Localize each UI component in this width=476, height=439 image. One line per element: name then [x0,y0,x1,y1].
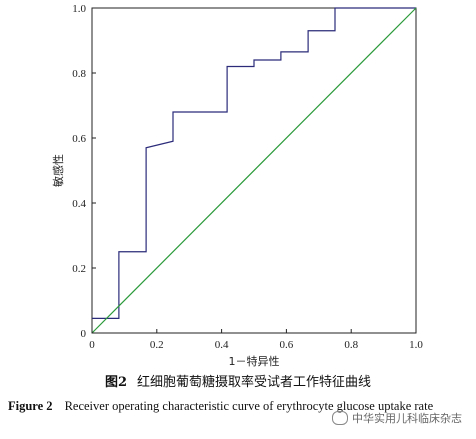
wechat-icon [332,411,348,425]
y-axis: 0 0.2 0.4 0.6 0.8 1.0 [72,3,96,340]
figure-number-en: Figure 2 [8,399,53,413]
plot-area [91,7,417,334]
plot-frame [91,7,417,334]
y-tick-label: 0.8 [72,68,86,80]
figure-number-cn: 图2 [104,375,128,390]
y-tick-label: 0.4 [72,198,86,210]
x-axis: 0 0.2 0.4 0.6 0.8 1.0 [89,329,423,351]
y-axis-label: 敏感性 [51,154,65,187]
watermark: 中华实用儿科临床杂志 [332,410,462,426]
roc-curve-line [92,7,416,319]
x-tick-label: 0.4 [215,339,229,351]
watermark-text: 中华实用儿科临床杂志 [352,412,462,425]
y-tick-label: 0 [81,328,87,340]
x-tick-label: 0.6 [280,339,294,351]
x-tick-label: 1.0 [409,339,423,351]
figure-caption-en: Figure 2 Receiver operating characteristi… [8,396,470,416]
x-tick-label: 0.8 [344,339,358,351]
caption-text-cn: 红细胞葡萄糖摄取率受试者工作特征曲线 [137,375,372,390]
x-tick-label: 0.2 [150,339,164,351]
y-tick-label: 0.6 [72,133,86,145]
y-tick-label: 1.0 [72,3,86,15]
caption-text-en: Receiver operating characteristic curve … [64,399,434,413]
figure-caption-cn: 图2 红细胞葡萄糖摄取率受试者工作特征曲线 [0,371,476,390]
x-tick-label: 0 [89,339,95,351]
reference-diagonal-line [91,7,417,334]
y-tick-label: 0.2 [72,263,86,275]
roc-chart: 0 0.2 0.4 0.6 0.8 1.0 00.20.40.60.81.0 1－特异性 … [51,3,423,368]
x-axis-label: 1－特异性 [229,354,280,368]
